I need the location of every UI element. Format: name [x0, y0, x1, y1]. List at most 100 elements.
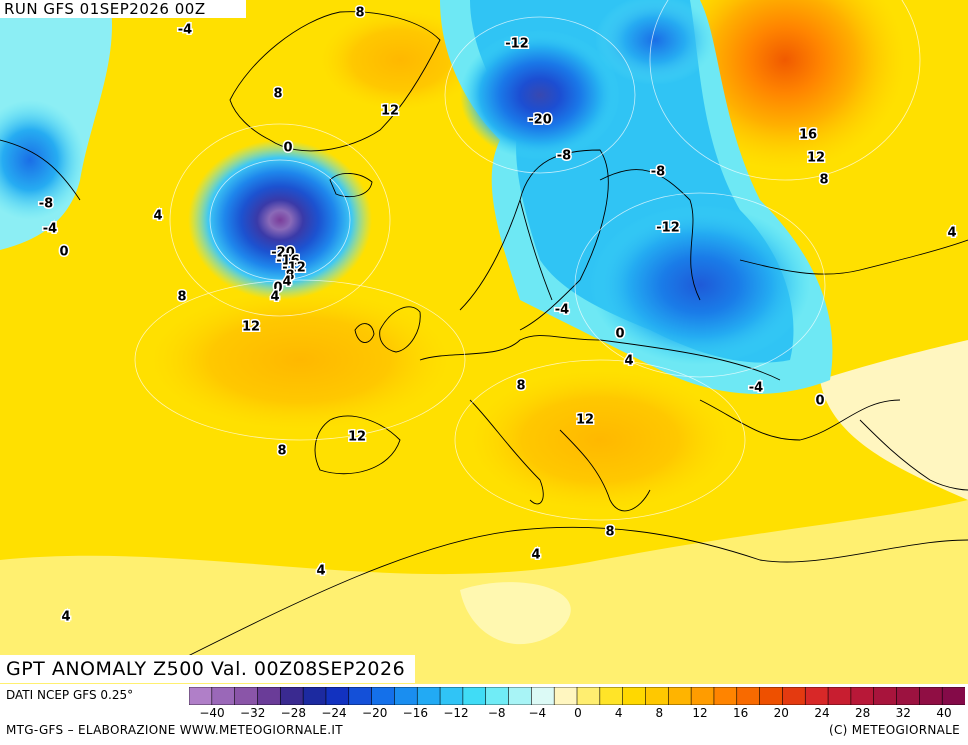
- colorbar-swatch: [576, 687, 601, 705]
- colorbar-swatch: [804, 687, 829, 705]
- isoline-value-label: 4: [282, 275, 291, 290]
- colorbar-tick-label: −16: [402, 706, 428, 720]
- copyright-label: (C) METEOGIORNALE: [828, 723, 960, 737]
- colorbar-tick-label: −4: [528, 706, 547, 720]
- colorbar-swatch: [485, 687, 510, 705]
- isoline-value-label: 16: [799, 128, 817, 143]
- colorbar-tick-label: −20: [362, 706, 388, 720]
- isoline-value-label: -20: [528, 113, 552, 128]
- colorbar-swatch: [348, 687, 373, 705]
- colorbar-swatch: [462, 687, 487, 705]
- colorbar-swatch: [302, 687, 327, 705]
- isoline-value-label: 4: [316, 564, 325, 579]
- colorbar-swatch: [439, 687, 464, 705]
- colorbar-swatch: [416, 687, 441, 705]
- isoline-value-label: 12: [576, 413, 594, 428]
- isoline-value-label: -12: [656, 221, 680, 236]
- colorbar-tick-label: 40: [936, 706, 952, 720]
- isoline-value-label: 8: [819, 173, 828, 188]
- isoline-value-label: 12: [807, 151, 825, 166]
- colorbar-tick-label: 20: [773, 706, 789, 720]
- isoline-value-label: 8: [277, 444, 286, 459]
- colorbar-tick-label: 4: [614, 706, 623, 720]
- isoline-value-label: -4: [178, 23, 192, 38]
- colorbar-swatch: [599, 687, 624, 705]
- data-source-label: DATI NCEP GFS 0.25°: [6, 688, 134, 702]
- isoline-value-label: 8: [605, 525, 614, 540]
- isoline-value-label: 0: [59, 245, 68, 260]
- isoline-value-label: 0: [815, 394, 824, 409]
- isoline-value-label: 8: [516, 379, 525, 394]
- colorbar-tick-label: 28: [855, 706, 871, 720]
- isoline-value-label: -4: [43, 222, 57, 237]
- colorbar-swatch: [553, 687, 578, 705]
- isoline-value-label: -4: [749, 381, 763, 396]
- colorbar-swatch: [782, 687, 807, 705]
- isoline-value-label: 4: [153, 209, 162, 224]
- isoline-value-label: -20: [271, 246, 295, 261]
- map-title: GPT ANOMALY Z500 Val. 00Z08SEP2026: [0, 655, 416, 683]
- colorbar-tick-label: 32: [895, 706, 911, 720]
- colorbar-tick-label: −12: [443, 706, 469, 720]
- colorbar: [189, 687, 965, 705]
- isoline-value-label: 4: [947, 226, 956, 241]
- colorbar-tick-label: −24: [321, 706, 347, 720]
- colorbar-swatch: [279, 687, 304, 705]
- colorbar-swatch: [919, 687, 943, 705]
- colorbar-swatch: [189, 687, 213, 705]
- colorbar-tick-label: 0: [574, 706, 582, 720]
- run-label: RUN GFS 01SEP2026 00Z: [0, 0, 246, 18]
- isoline-value-label: 8: [177, 290, 186, 305]
- colorbar-swatch: [622, 687, 647, 705]
- colorbar-swatch: [645, 687, 670, 705]
- colorbar-swatch: [257, 687, 282, 705]
- isoline-value-label: 8: [273, 87, 282, 102]
- colorbar-swatch: [827, 687, 852, 705]
- colorbar-swatch: [394, 687, 419, 705]
- colorbar-swatch: [667, 687, 692, 705]
- isoline-value-label: 12: [242, 320, 260, 335]
- colorbar-swatch: [508, 687, 533, 705]
- colorbar-swatch: [759, 687, 784, 705]
- isoline-value-label: 0: [283, 141, 292, 156]
- colorbar-tick-label: 8: [655, 706, 664, 720]
- isoline-value-label: -8: [557, 149, 571, 164]
- colorbar-swatch: [690, 687, 715, 705]
- isoline-value-label: -12: [282, 261, 306, 276]
- isoline-value-label: -16: [276, 254, 300, 269]
- credit-label: MTG-GFS – ELABORAZIONE WWW.METEOGIORNALE…: [6, 723, 343, 737]
- isoline-value-label: 4: [270, 290, 279, 305]
- isoline-value-label: 8: [355, 6, 364, 21]
- colorbar-tick-label: 16: [733, 706, 749, 720]
- isoline-value-label: 0: [273, 281, 282, 296]
- footer: DATI NCEP GFS 0.25° −40 −32 −28 −24 −20 −16 −1…: [0, 684, 968, 745]
- isoline-value-label: 0: [615, 327, 624, 342]
- isoline-value-label: 12: [348, 430, 366, 445]
- colorbar-swatch: [531, 687, 555, 705]
- colorbar-swatch: [371, 687, 396, 705]
- colorbar-swatch: [896, 687, 921, 705]
- colorbar-swatch: [234, 687, 259, 705]
- colorbar-tick-label: −32: [240, 706, 266, 720]
- colorbar-swatch: [713, 687, 738, 705]
- colorbar-tick-label: 24: [814, 706, 830, 720]
- colorbar-swatch: [211, 687, 236, 705]
- isoline-value-label: 4: [61, 610, 70, 625]
- isoline-value-label: 4: [531, 548, 540, 563]
- colorbar-tick-label: 12: [692, 706, 708, 720]
- colorbar-swatch: [850, 687, 875, 705]
- colorbar-swatch: [736, 687, 761, 705]
- colorbar-tick-label: −40: [199, 706, 225, 720]
- isoline-value-label: -4: [555, 303, 569, 318]
- isoline-value-label: 4: [624, 354, 633, 369]
- isoline-value-label: -12: [505, 37, 529, 52]
- isoline-value-label: -8: [651, 165, 665, 180]
- colorbar-tick-label: −28: [280, 706, 306, 720]
- colorbar-tick-label: −8: [487, 706, 506, 720]
- colorbar-swatch: [873, 687, 898, 705]
- colorbar-swatch: [325, 687, 350, 705]
- isoline-value-label: 12: [381, 104, 399, 119]
- isoline-value-label: 8: [285, 269, 294, 284]
- isoline-value-label: -8: [39, 197, 53, 212]
